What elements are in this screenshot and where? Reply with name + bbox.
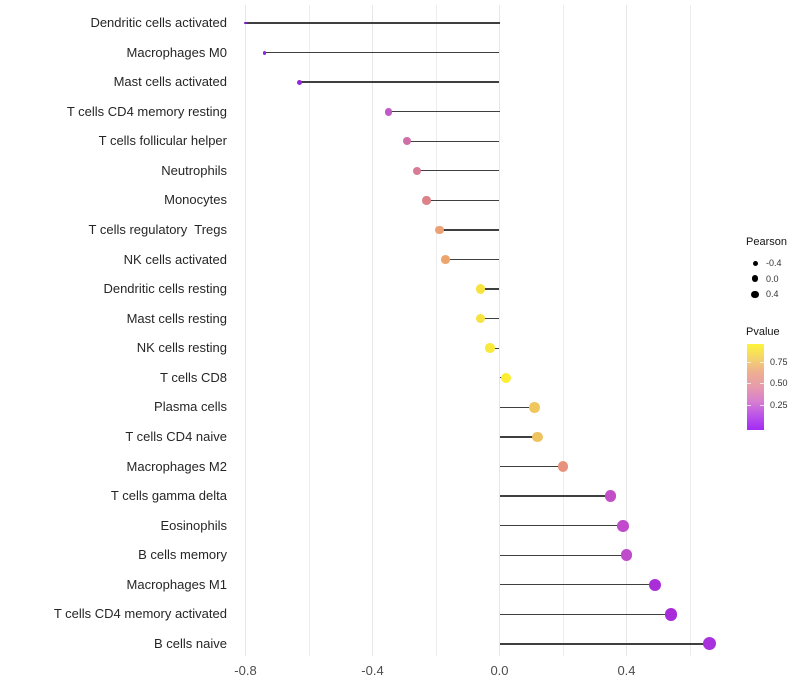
y-axis-label: Macrophages M1	[126, 576, 227, 592]
size-legend-dot	[751, 290, 759, 299]
size-legend-label: 0.4	[766, 289, 779, 300]
data-point	[500, 372, 511, 383]
data-point	[702, 637, 716, 651]
colorbar-tick	[760, 361, 764, 363]
data-point	[557, 461, 569, 472]
data-point	[412, 166, 422, 175]
lollipop-stem	[388, 111, 500, 113]
data-point	[403, 137, 412, 146]
colorbar-tick	[747, 404, 751, 406]
data-point	[529, 402, 540, 413]
lollipop-stem	[499, 495, 611, 497]
x-axis-tick-label: -0.8	[234, 663, 257, 678]
data-point	[244, 21, 247, 25]
colorbar-tick	[747, 383, 751, 384]
lollipop-stem	[264, 51, 500, 54]
minor-gridline	[562, 5, 564, 656]
y-axis-label: Mast cells activated	[113, 74, 227, 90]
colorbar-tick	[760, 383, 764, 384]
lollipop-stem	[480, 318, 500, 320]
data-point	[475, 284, 486, 294]
lollipop-stem	[499, 554, 627, 556]
colorbar-tick	[760, 404, 764, 406]
data-point	[384, 107, 393, 116]
y-axis-label: T cells CD4 naive	[125, 428, 227, 444]
data-point	[532, 431, 543, 443]
size-legend-label: 0.0	[766, 273, 779, 284]
colorbar-tick-label: 0.25	[770, 399, 788, 410]
y-axis-label: T cells follicular helper	[98, 133, 227, 149]
data-point	[620, 549, 633, 562]
x-axis-tick-label: 0.0	[490, 663, 509, 678]
size-legend-label: -0.4	[766, 258, 782, 268]
major-gridline	[245, 5, 246, 656]
x-axis-tick-label: -0.4	[361, 663, 384, 678]
y-axis-label: T cells CD4 memory resting	[66, 103, 227, 119]
y-axis-label: NK cells activated	[123, 251, 227, 267]
y-axis-label: T cells CD8	[160, 369, 227, 385]
colorbar-tick-label: 0.50	[770, 378, 788, 388]
y-axis-label: Macrophages M2	[126, 458, 227, 474]
y-axis-label: T cells CD4 memory activated	[53, 606, 227, 622]
y-axis-label: Plasma cells	[154, 399, 227, 415]
data-point	[296, 79, 303, 85]
lollipop-stem	[416, 170, 500, 172]
lollipop-stem	[426, 199, 500, 202]
y-axis-label: B cells naive	[154, 635, 227, 651]
data-point	[441, 255, 450, 264]
minor-gridline	[435, 5, 437, 656]
lollipop-stem	[499, 406, 535, 409]
y-axis-label: Eosinophils	[160, 517, 228, 533]
y-axis-label: T cells regulatory Tregs	[88, 221, 227, 237]
major-gridline	[372, 5, 373, 656]
color-legend-title: Pvalue	[746, 326, 780, 338]
y-axis-label: T cells gamma delta	[110, 488, 227, 504]
lollipop-stem	[499, 525, 624, 527]
minor-gridline	[689, 5, 691, 656]
data-point	[664, 608, 678, 621]
size-legend-dot	[752, 260, 758, 266]
y-axis-label: NK cells resting	[136, 340, 227, 356]
pvalue-colorbar	[747, 344, 764, 430]
colorbar-tick	[747, 361, 751, 363]
lollipop-stem	[499, 465, 563, 468]
data-point	[648, 578, 662, 591]
major-gridline	[626, 5, 627, 656]
y-axis-label: Dendritic cells activated	[90, 15, 227, 30]
lollipop-stem	[480, 288, 500, 290]
size-legend-dot	[751, 275, 759, 282]
lollipop-stem	[245, 22, 500, 24]
data-point	[617, 519, 630, 532]
y-axis-label: B cells memory	[138, 547, 227, 563]
lollipop-stem	[439, 229, 500, 231]
data-point	[485, 343, 495, 354]
lollipop-stem	[499, 584, 656, 586]
data-point	[422, 196, 431, 205]
major-gridline	[499, 5, 500, 656]
x-axis-tick-label: 0.4	[617, 663, 636, 678]
data-point	[475, 313, 486, 324]
data-point	[262, 50, 267, 55]
lollipop-stem	[499, 436, 538, 438]
y-axis-label: Monocytes	[164, 192, 227, 208]
colorbar-tick-label: 0.75	[770, 356, 788, 367]
y-axis-label: Mast cells resting	[126, 310, 227, 326]
y-axis-label: Macrophages M0	[126, 44, 227, 60]
minor-gridline	[308, 5, 310, 656]
y-axis-label: Neutrophils	[161, 162, 227, 178]
lollipop-stem	[499, 643, 710, 645]
lollipop-stem	[445, 258, 500, 261]
lollipop-stem	[407, 140, 500, 142]
lollipop-stem	[499, 613, 671, 616]
y-axis-label: Dendritic cells resting	[103, 281, 227, 297]
lollipop-stem	[299, 81, 500, 83]
data-point	[434, 225, 444, 235]
size-legend-title: Pearson	[746, 236, 787, 248]
data-point	[604, 490, 617, 502]
